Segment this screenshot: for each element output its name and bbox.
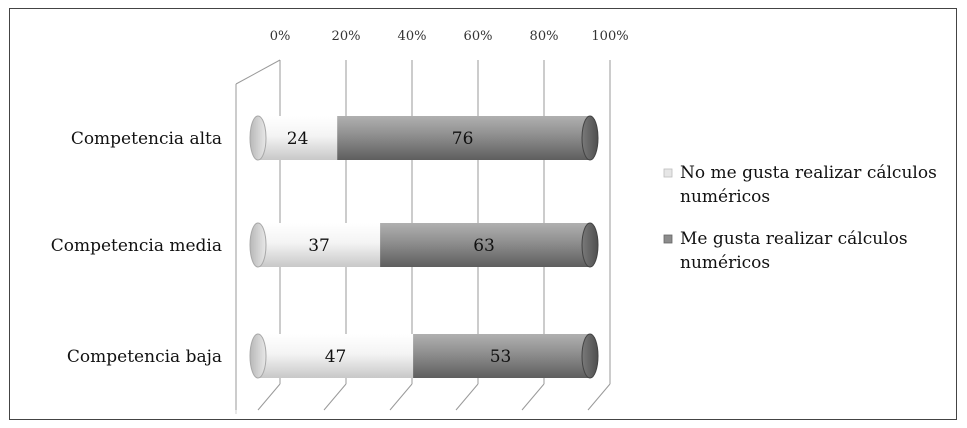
data-label: 47 <box>325 347 347 367</box>
category-label: Competencia alta <box>71 129 222 149</box>
legend-label: No me gusta realizar cálculos numéricos <box>680 163 937 207</box>
bar-segment <box>337 116 588 160</box>
x-tick-label: 0% <box>270 29 291 44</box>
x-tick-label: 40% <box>398 29 427 44</box>
x-tick-label: 20% <box>332 29 361 44</box>
bar-segment <box>380 223 588 267</box>
bar-right-cap <box>581 333 599 379</box>
legend-swatch <box>663 168 673 178</box>
bar-segment <box>413 334 588 378</box>
wall-edge <box>235 59 281 85</box>
bar-segment <box>258 116 338 160</box>
bar-left-cap <box>249 115 267 161</box>
data-label: 76 <box>452 129 474 149</box>
floor-gridline <box>323 383 347 411</box>
floor-gridline <box>587 383 611 411</box>
bar-segment <box>258 223 381 267</box>
gridlines <box>235 59 611 414</box>
bar-right-cap <box>581 115 599 161</box>
floor-gridline <box>389 383 413 411</box>
x-tick-label: 80% <box>530 29 559 44</box>
data-label: 53 <box>490 347 512 367</box>
bar-left-cap <box>249 333 267 379</box>
bar-segment <box>258 334 414 378</box>
category-label: Competencia media <box>51 236 222 256</box>
data-label: 63 <box>473 236 495 256</box>
bar-right-cap <box>581 222 599 268</box>
bar-left-cap <box>249 222 267 268</box>
labels: 0% 20% 40% 60% 80% 100% 24 76 Competencia alta 37… <box>51 29 629 367</box>
bars <box>249 115 599 379</box>
x-tick-label: 100% <box>591 29 628 44</box>
floor-gridline <box>455 383 479 411</box>
data-label: 24 <box>287 129 309 149</box>
floor-gridline <box>257 383 281 411</box>
legend: No me gusta realizar cálculos numéricos Me… <box>663 163 937 273</box>
legend-swatch <box>663 234 673 244</box>
x-tick-label: 60% <box>464 29 493 44</box>
floor-gridline <box>521 383 545 411</box>
category-label: Competencia baja <box>67 347 222 367</box>
legend-label: Me gusta realizar cálculos numéricos <box>680 229 908 273</box>
data-label: 37 <box>308 236 330 256</box>
